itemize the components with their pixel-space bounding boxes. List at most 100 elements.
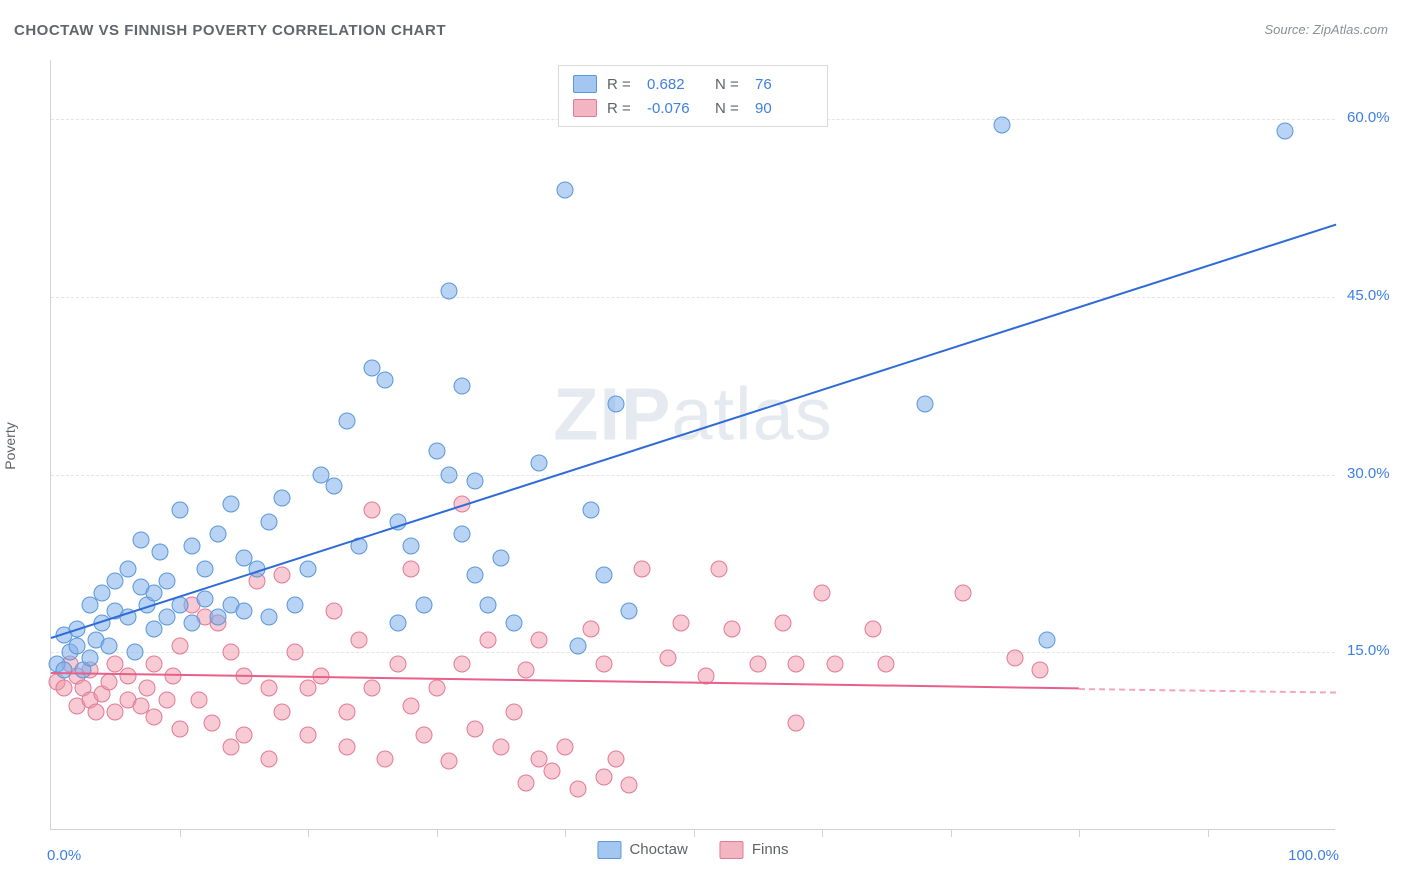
data-point xyxy=(993,117,1010,134)
data-point xyxy=(788,656,805,673)
data-point xyxy=(454,525,471,542)
x-tick xyxy=(308,829,309,837)
data-point xyxy=(749,656,766,673)
legend-swatch-blue xyxy=(573,75,597,93)
data-point xyxy=(287,596,304,613)
data-point xyxy=(557,182,574,199)
data-point xyxy=(158,573,175,590)
source-name: ZipAtlas.com xyxy=(1313,22,1388,37)
data-point xyxy=(145,656,162,673)
data-point xyxy=(672,614,689,631)
legend-label: Finns xyxy=(752,841,789,858)
data-point xyxy=(171,638,188,655)
data-point xyxy=(158,691,175,708)
data-point xyxy=(467,567,484,584)
data-point xyxy=(711,561,728,578)
data-point xyxy=(582,620,599,637)
data-point xyxy=(351,632,368,649)
data-point xyxy=(402,537,419,554)
data-point xyxy=(878,656,895,673)
data-point xyxy=(287,644,304,661)
x-tick xyxy=(1079,829,1080,837)
legend-n-value: 76 xyxy=(755,76,813,93)
data-point xyxy=(454,377,471,394)
data-point xyxy=(171,502,188,519)
data-point xyxy=(518,662,535,679)
data-point xyxy=(441,753,458,770)
data-point xyxy=(120,561,137,578)
y-tick-label: 30.0% xyxy=(1347,465,1390,482)
legend-row: R = 0.682 N = 76 xyxy=(573,72,813,96)
scatter-plot: ZIPatlas R = 0.682 N = 76 R = -0.076 N =… xyxy=(50,60,1335,830)
data-point xyxy=(724,620,741,637)
data-point xyxy=(569,638,586,655)
data-point xyxy=(595,768,612,785)
data-point xyxy=(222,496,239,513)
chart-title: CHOCTAW VS FINNISH POVERTY CORRELATION C… xyxy=(14,22,446,39)
data-point xyxy=(55,662,72,679)
data-point xyxy=(87,703,104,720)
data-point xyxy=(544,762,561,779)
gridline xyxy=(51,475,1335,476)
data-point xyxy=(659,650,676,667)
data-point xyxy=(415,596,432,613)
correlation-legend: R = 0.682 N = 76 R = -0.076 N = 90 xyxy=(558,65,828,127)
data-point xyxy=(165,668,182,685)
data-point xyxy=(826,656,843,673)
watermark-light: atlas xyxy=(671,372,832,455)
data-point xyxy=(145,709,162,726)
x-tick xyxy=(180,829,181,837)
data-point xyxy=(621,602,638,619)
data-point xyxy=(621,776,638,793)
legend-swatch-blue xyxy=(597,841,621,859)
data-point xyxy=(338,703,355,720)
data-point xyxy=(428,679,445,696)
data-point xyxy=(557,739,574,756)
data-point xyxy=(814,585,831,602)
data-point xyxy=(467,472,484,489)
data-point xyxy=(210,525,227,542)
data-point xyxy=(100,673,117,690)
data-point xyxy=(377,750,394,767)
source-attribution: Source: ZipAtlas.com xyxy=(1264,22,1388,37)
data-point xyxy=(364,679,381,696)
data-point xyxy=(467,721,484,738)
trend-line xyxy=(1079,688,1336,694)
x-tick xyxy=(951,829,952,837)
legend-item: Choctaw xyxy=(597,841,687,859)
gridline xyxy=(51,652,1335,653)
series-legend: Choctaw Finns xyxy=(597,841,788,859)
data-point xyxy=(300,727,317,744)
data-point xyxy=(235,727,252,744)
trend-line xyxy=(51,672,1079,689)
data-point xyxy=(120,668,137,685)
x-tick xyxy=(565,829,566,837)
data-point xyxy=(132,531,149,548)
data-point xyxy=(274,703,291,720)
data-point xyxy=(608,750,625,767)
data-point xyxy=(235,602,252,619)
data-point xyxy=(595,567,612,584)
data-point xyxy=(441,283,458,300)
data-point xyxy=(184,614,201,631)
data-point xyxy=(1006,650,1023,667)
legend-item: Finns xyxy=(720,841,789,859)
data-point xyxy=(531,454,548,471)
data-point xyxy=(1032,662,1049,679)
watermark: ZIPatlas xyxy=(553,371,832,456)
gridline xyxy=(51,297,1335,298)
data-point xyxy=(300,561,317,578)
legend-n-label: N = xyxy=(715,76,745,93)
data-point xyxy=(338,413,355,430)
data-point xyxy=(608,395,625,412)
y-tick-label: 60.0% xyxy=(1347,109,1390,126)
data-point xyxy=(274,490,291,507)
data-point xyxy=(428,442,445,459)
data-point xyxy=(454,656,471,673)
data-point xyxy=(152,543,169,560)
legend-r-value: 0.682 xyxy=(647,76,705,93)
x-tick xyxy=(694,829,695,837)
data-point xyxy=(415,727,432,744)
data-point xyxy=(389,656,406,673)
data-point xyxy=(402,561,419,578)
